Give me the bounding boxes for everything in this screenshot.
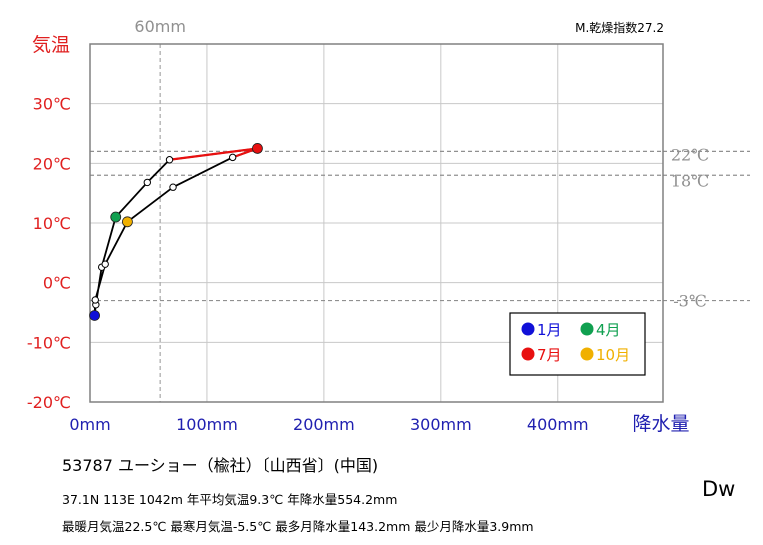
legend-label-1: 1月 — [537, 321, 562, 339]
x-tick-label: 0mm — [69, 415, 110, 434]
month-point-12 — [91, 296, 99, 304]
plot-frame — [89, 43, 664, 403]
climate-class-label: Dw — [702, 477, 736, 501]
month-point-6 — [165, 156, 174, 164]
ref-label-temp: 18℃ — [671, 171, 709, 190]
climate-curve — [93, 147, 259, 316]
y-axis-title: 気温 — [32, 34, 70, 56]
month-points — [89, 143, 263, 321]
y-tick-label: 20℃ — [33, 154, 71, 173]
legend-label-4: 4月 — [596, 321, 621, 339]
y-tick-label: 30℃ — [33, 95, 71, 114]
x-tick-label: 100mm — [176, 415, 238, 434]
ref-label-precip: 60mm — [134, 17, 186, 36]
month-legend: 1月 4月 7月 10月 — [509, 312, 646, 376]
month-point-8 — [228, 153, 237, 162]
y-tick-label: -20℃ — [27, 393, 71, 412]
grid-lines — [90, 44, 663, 402]
legend-marker-4 — [580, 322, 594, 336]
legend-label-10: 10月 — [596, 346, 630, 364]
ref-label-temp: -3℃ — [673, 292, 706, 311]
ref-label-temp: 22℃ — [671, 145, 709, 164]
station-summary-2: 最暖月気温22.5℃ 最寒月気温-5.5℃ 最多月降水量143.2mm 最少月降… — [62, 519, 534, 534]
month-point-11 — [101, 260, 109, 268]
month-point-9 — [169, 183, 177, 191]
reference-lines: 60mm 22℃ 18℃ -3℃ — [90, 17, 750, 402]
legend-marker-7 — [521, 347, 535, 361]
summer-segment-line — [169, 147, 259, 161]
x-tick-label: 200mm — [293, 415, 355, 434]
month-point-10 — [122, 216, 133, 228]
annual-cycle-line — [93, 147, 259, 316]
y-tick-label: 0℃ — [43, 274, 71, 293]
month-point-1 — [89, 310, 100, 321]
month-point-4 — [110, 211, 122, 223]
x-tick-label: 400mm — [527, 415, 589, 434]
legend-marker-10 — [580, 347, 594, 361]
legend-marker-1 — [521, 322, 535, 336]
y-tick-label: 10℃ — [33, 214, 71, 233]
legend-box — [509, 312, 646, 376]
month-point-7 — [252, 143, 263, 154]
x-tick-label: 300mm — [410, 415, 472, 434]
month-point-5 — [143, 178, 152, 187]
axis-labels: 30℃ 20℃ 10℃ 0℃ -10℃ -20℃ 0mm 100mm 200mm 300mm 400… — [27, 20, 690, 435]
y-tick-label: -10℃ — [27, 333, 71, 352]
dryness-index-label: M.乾燥指数27.2 — [575, 20, 664, 35]
station-title: 53787 ユーショー（楡社）〔山西省〕(中国) — [62, 456, 379, 475]
x-axis-title: 降水量 — [632, 413, 689, 435]
station-summary-1: 37.1N 113E 1042m 年平均気温9.3℃ 年降水量554.2mm — [62, 492, 398, 507]
legend-label-7: 7月 — [537, 346, 562, 364]
